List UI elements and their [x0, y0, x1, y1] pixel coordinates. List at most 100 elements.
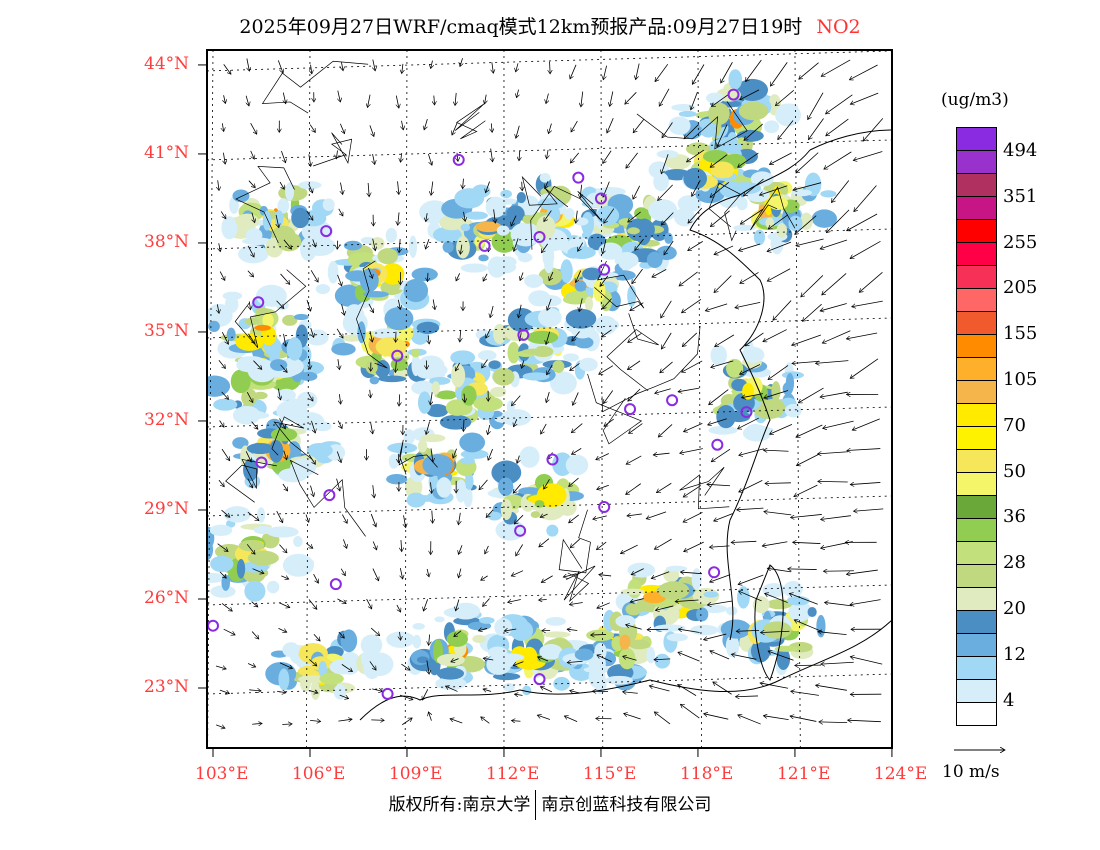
- wind-arrow: [511, 215, 517, 227]
- wind-arrow: [336, 478, 340, 491]
- wind-arrow: [680, 448, 703, 454]
- concentration-cell: [477, 350, 497, 361]
- wind-arrow: [852, 418, 880, 430]
- wind-arrow: [796, 424, 823, 437]
- wind-arrow: [824, 602, 852, 607]
- station-marker: [598, 501, 611, 514]
- wind-arrow: [600, 275, 609, 287]
- wind-arrow: [654, 659, 671, 660]
- wind-arrow: [547, 364, 553, 375]
- wind-arrow: [710, 210, 730, 227]
- wind-arrow: [768, 651, 794, 661]
- wind-arrow: [709, 389, 729, 405]
- concentration-cell: [490, 386, 507, 398]
- station-marker: [207, 619, 219, 632]
- wind-arrow: [400, 631, 401, 640]
- concentration-cell: [736, 78, 768, 102]
- legend-unit: (ug/m3): [941, 90, 1009, 110]
- wind-arrow: [603, 298, 612, 309]
- wind-arrow: [481, 575, 488, 581]
- wind-arrow: [570, 691, 581, 694]
- wind-arrow: [735, 696, 758, 697]
- wind-arrow: [679, 271, 698, 286]
- wind-arrow: [429, 634, 430, 645]
- color-bar-label: 105: [1003, 369, 1038, 390]
- concentration-cell: [646, 646, 656, 664]
- wind-arrow: [789, 593, 818, 605]
- wind-arrow: [738, 243, 761, 251]
- concentration-cell: [223, 506, 251, 523]
- wind-arrow: [692, 180, 701, 196]
- wind-arrow: [308, 393, 314, 401]
- wind-arrow: [714, 245, 734, 255]
- wind-arrow: [455, 92, 456, 106]
- wind-arrow: [283, 239, 292, 249]
- wind-arrow: [427, 568, 429, 577]
- wind-arrow: [736, 630, 760, 631]
- concentration-cell: [473, 396, 503, 412]
- wind-arrow: [740, 208, 764, 224]
- wind-arrow: [338, 359, 340, 369]
- wind-arrow: [831, 180, 850, 202]
- wind-arrow: [863, 118, 884, 141]
- wind-arrow: [711, 93, 730, 107]
- concentration-cell: [416, 656, 429, 664]
- wind-arrow: [764, 390, 789, 398]
- wind-arrow: [820, 303, 847, 310]
- wind-arrow: [520, 272, 523, 280]
- concentration-cell: [816, 614, 826, 638]
- wind-arrow: [511, 570, 524, 576]
- concentration-cell: [442, 240, 454, 253]
- concentration-cell: [460, 263, 488, 273]
- wind-arrow: [425, 239, 430, 249]
- wind-arrow: [306, 210, 313, 220]
- wind-arrow: [791, 514, 822, 517]
- wind-arrow: [519, 150, 520, 161]
- wind-arrow: [522, 181, 523, 191]
- concentration-cell: [455, 479, 467, 503]
- wind-arrow: [686, 149, 705, 162]
- wind-arrow: [744, 123, 763, 140]
- wind-arrow: [802, 303, 822, 321]
- wind-arrow: [660, 361, 673, 373]
- wind-arrow: [593, 515, 607, 519]
- wind-arrow: [369, 125, 374, 136]
- concentration-cell: [291, 207, 310, 229]
- concentration-cell: [451, 602, 481, 620]
- wind-arrow: [796, 238, 824, 246]
- concentration-cell: [750, 639, 771, 663]
- concentration-cell: [753, 229, 766, 246]
- wind-arrow: [218, 360, 226, 368]
- wind-arrow: [790, 716, 817, 722]
- wind-arrow: [704, 714, 729, 720]
- concentration-cell: [557, 234, 569, 252]
- wind-arrow: [276, 214, 279, 228]
- wind-arrow: [731, 541, 757, 542]
- concentration-cell: [230, 369, 251, 394]
- wind-arrow: [399, 394, 400, 406]
- concentration-cell: [282, 553, 314, 577]
- wind-arrow: [370, 331, 372, 342]
- concentration-cell: [581, 211, 595, 236]
- wind-arrow: [541, 423, 547, 434]
- wind-arrow: [395, 360, 396, 373]
- concentration-cell: [298, 181, 322, 190]
- concentration-cell: [429, 376, 451, 385]
- wind-arrow: [427, 153, 432, 165]
- concentration-cell: [285, 182, 295, 201]
- concentration-cell: [369, 376, 380, 385]
- concentration-cell: [710, 344, 727, 366]
- lat-label: 44°N: [144, 53, 190, 74]
- wind-arrow: [796, 453, 820, 466]
- wind-arrow: [247, 58, 250, 71]
- wind-arrow: [308, 599, 317, 609]
- concentration-cell: [363, 658, 381, 680]
- concentration-cell: [668, 116, 691, 135]
- concentration-cell: [494, 415, 527, 424]
- wind-arrow: [313, 573, 319, 583]
- station-marker: [533, 673, 546, 686]
- station-marker: [517, 328, 530, 341]
- concentration-cell: [277, 232, 302, 252]
- wind-arrow: [368, 182, 369, 197]
- wind-arrow: [567, 661, 583, 662]
